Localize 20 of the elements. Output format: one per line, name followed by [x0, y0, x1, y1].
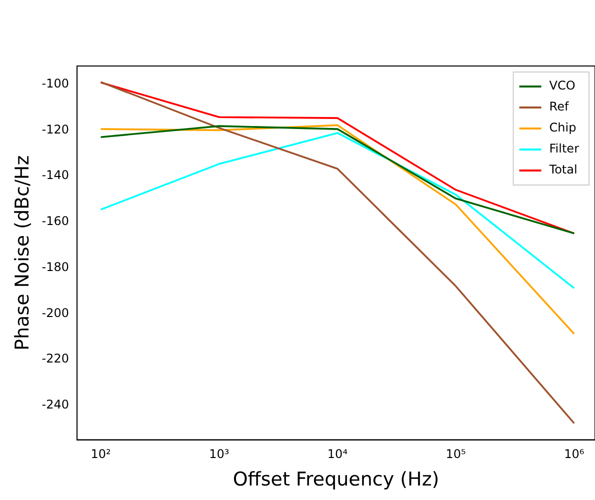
y-tick-label: -240 [42, 398, 70, 412]
legend-label: Total [548, 162, 578, 177]
x-axis-title: Offset Frequency (Hz) [232, 468, 440, 491]
legend-label: Filter [549, 142, 580, 156]
y-tick-label: -100 [42, 76, 70, 90]
y-axis-title: Phase Noise (dBc/Hz [11, 155, 34, 350]
legend-label: Chip [549, 120, 576, 135]
y-tick-label: -180 [42, 260, 70, 274]
y-tick-label: -120 [42, 122, 70, 136]
legend-label: Ref [549, 100, 570, 114]
x-tick-label: 10² [90, 447, 112, 462]
x-tick-label: 10³ [209, 447, 230, 462]
x-tick-label: 10⁵ [446, 447, 466, 462]
x-tick-label: 10⁶ [564, 447, 584, 462]
y-tick-label: -160 [42, 214, 70, 228]
legend-label: VCO [549, 78, 576, 93]
y-tick-label: -140 [42, 168, 70, 182]
y-tick-label: -200 [42, 306, 70, 320]
x-tick-label: 10⁴ [327, 447, 348, 462]
y-tick-label: -220 [42, 352, 70, 366]
